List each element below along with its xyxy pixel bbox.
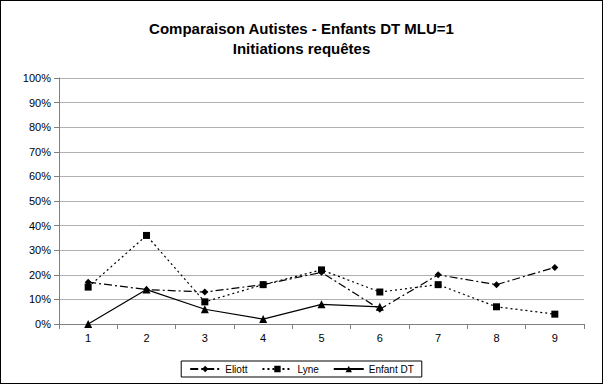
- svg-text:Enfant DT: Enfant DT: [369, 364, 414, 375]
- svg-text:Lyne: Lyne: [297, 364, 319, 375]
- svg-text:20%: 20%: [29, 269, 51, 281]
- svg-text:10%: 10%: [29, 293, 51, 305]
- svg-text:Comparaison Autistes - Enfants: Comparaison Autistes - Enfants DT MLU=1: [149, 20, 454, 37]
- svg-text:0%: 0%: [35, 318, 51, 330]
- svg-text:Eliott: Eliott: [225, 364, 247, 375]
- svg-text:70%: 70%: [29, 146, 51, 158]
- svg-text:100%: 100%: [23, 72, 51, 84]
- svg-text:7: 7: [435, 332, 441, 344]
- svg-text:90%: 90%: [29, 97, 51, 109]
- svg-text:Initiations requêtes: Initiations requêtes: [233, 40, 371, 57]
- svg-text:40%: 40%: [29, 220, 51, 232]
- svg-text:30%: 30%: [29, 244, 51, 256]
- svg-text:6: 6: [377, 332, 383, 344]
- svg-text:80%: 80%: [29, 121, 51, 133]
- svg-text:3: 3: [202, 332, 208, 344]
- svg-text:2: 2: [143, 332, 149, 344]
- svg-text:8: 8: [493, 332, 499, 344]
- svg-text:50%: 50%: [29, 195, 51, 207]
- svg-text:9: 9: [552, 332, 558, 344]
- svg-text:4: 4: [260, 332, 266, 344]
- svg-text:60%: 60%: [29, 170, 51, 182]
- svg-text:1: 1: [85, 332, 91, 344]
- svg-text:5: 5: [318, 332, 324, 344]
